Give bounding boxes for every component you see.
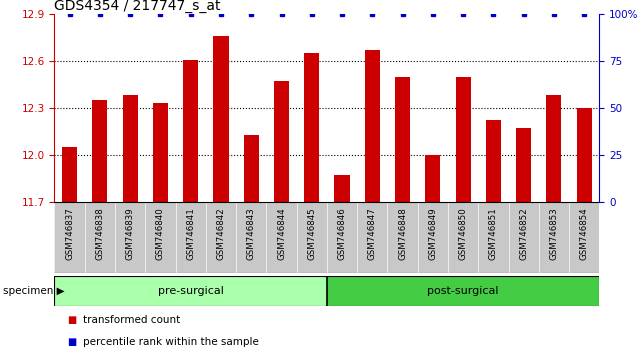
Text: GSM746853: GSM746853 [549, 207, 558, 260]
Text: ■: ■ [67, 315, 76, 325]
Bar [183, 59, 198, 202]
Text: transformed count: transformed count [83, 315, 181, 325]
Text: GSM746844: GSM746844 [277, 207, 286, 260]
Text: pre-surgical: pre-surgical [158, 286, 224, 296]
Bar [153, 103, 168, 202]
Bar [546, 96, 562, 202]
Bar [486, 120, 501, 202]
Text: GDS4354 / 217747_s_at: GDS4354 / 217747_s_at [54, 0, 221, 13]
Text: GSM746847: GSM746847 [368, 207, 377, 260]
Text: GSM746841: GSM746841 [186, 207, 196, 260]
Bar [516, 128, 531, 202]
Text: GSM746851: GSM746851 [489, 207, 498, 260]
Bar [425, 155, 440, 202]
Bar [456, 77, 470, 202]
Bar [327, 276, 599, 306]
Text: GSM746837: GSM746837 [65, 207, 74, 260]
Bar [62, 147, 77, 202]
Bar [335, 175, 349, 202]
Text: GSM746845: GSM746845 [307, 207, 316, 260]
Bar [122, 96, 138, 202]
Bar [54, 276, 327, 306]
Text: GSM746849: GSM746849 [428, 207, 437, 260]
Text: GSM746854: GSM746854 [579, 207, 588, 260]
Text: GSM746850: GSM746850 [458, 207, 468, 260]
Text: GSM746842: GSM746842 [217, 207, 226, 260]
Bar [577, 108, 592, 202]
Text: percentile rank within the sample: percentile rank within the sample [83, 337, 259, 347]
Bar [274, 81, 289, 202]
Text: GSM746838: GSM746838 [96, 207, 104, 260]
Text: GSM746852: GSM746852 [519, 207, 528, 260]
Text: GSM746846: GSM746846 [338, 207, 347, 260]
Text: GSM746839: GSM746839 [126, 207, 135, 260]
Bar [244, 135, 259, 202]
Text: GSM746840: GSM746840 [156, 207, 165, 260]
Text: GSM746848: GSM746848 [398, 207, 407, 260]
Bar [92, 100, 108, 202]
Bar [365, 50, 380, 202]
Text: post-surgical: post-surgical [428, 286, 499, 296]
Text: ■: ■ [67, 337, 76, 347]
Bar [304, 53, 319, 202]
Text: GSM746843: GSM746843 [247, 207, 256, 260]
Text: specimen ▶: specimen ▶ [3, 286, 65, 296]
Bar [213, 36, 229, 202]
Bar [395, 77, 410, 202]
